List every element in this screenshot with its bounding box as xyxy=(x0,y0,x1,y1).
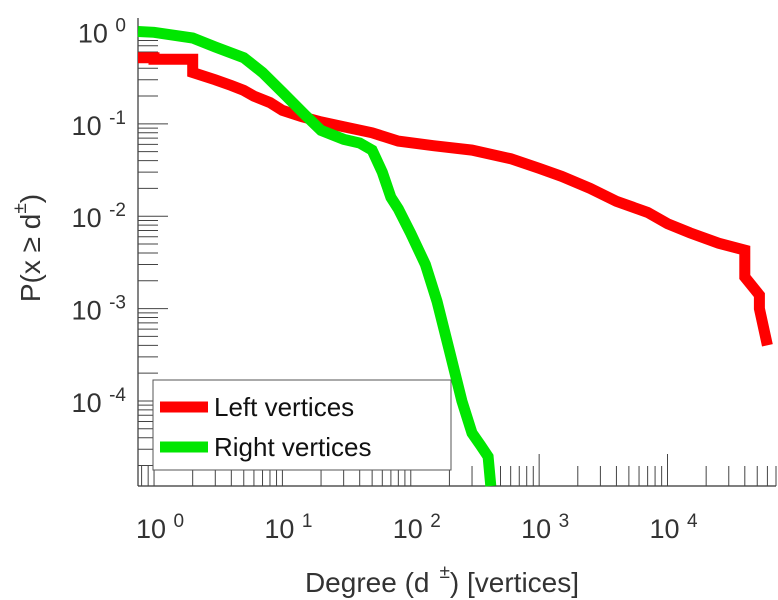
x-tick-label: 10 0 xyxy=(136,511,184,544)
x-tick-label: 10 2 xyxy=(393,511,441,544)
x-tick-label: 10 3 xyxy=(521,511,569,544)
tick-labels: 10 0 10 -1 10 -2 10 -3 10 -4 10 0 10 1 10 2 10 3… xyxy=(72,15,698,544)
legend: Left vertices Right vertices xyxy=(152,379,452,471)
y-tick-label: 10 0 xyxy=(78,15,126,48)
legend-box xyxy=(152,379,452,471)
y-tick-label: 10 -1 xyxy=(72,108,126,141)
series-line-right-vertices xyxy=(137,26,497,487)
series-lines xyxy=(137,26,773,487)
x-tick-label: 10 4 xyxy=(649,511,698,544)
y-tick-label: 10 -2 xyxy=(72,200,126,233)
series-line-left-vertices xyxy=(138,52,773,347)
x-tick-label: 10 1 xyxy=(264,511,312,544)
legend-label-left-vertices: Left vertices xyxy=(214,392,354,422)
y-tick-label: 10 -3 xyxy=(72,293,126,326)
x-axis-title: Degree (d ±) [vertices] xyxy=(305,562,579,598)
y-axis-title: P(x ≥ d±) xyxy=(10,194,46,302)
legend-label-right-vertices: Right vertices xyxy=(214,432,372,462)
axis-titles: Degree (d ±) [vertices] P(x ≥ d±) xyxy=(10,194,579,598)
tick-marks xyxy=(137,18,777,487)
y-tick-label: 10 -4 xyxy=(72,385,127,418)
